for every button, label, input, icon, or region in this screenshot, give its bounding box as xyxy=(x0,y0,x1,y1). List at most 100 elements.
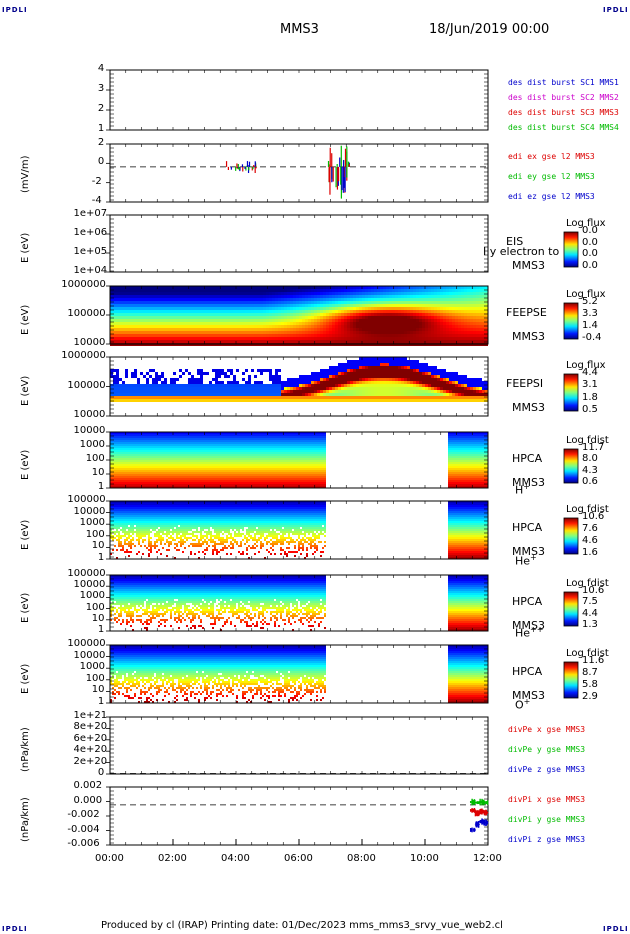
hpca-hepp-cbar-tick: 10.6 xyxy=(582,585,605,596)
hpca-hepp-species-name: He xyxy=(515,626,531,640)
divpe-ytick: 6e+20 xyxy=(73,732,108,744)
feepse-cbar-tick: 1.4 xyxy=(582,320,598,331)
feepsi-instrument: FEEPSI xyxy=(506,377,544,390)
hpca-hepp-species: He++ xyxy=(515,625,543,640)
hpca-h-species-name: H xyxy=(515,483,524,497)
eis-cbar-tick: 0.0 xyxy=(582,225,598,236)
divpe-ytick: 8e+20 xyxy=(73,721,108,733)
feepse-cbar-tick: 5.2 xyxy=(582,296,598,307)
hpca-he-ytick: 100 xyxy=(85,528,105,540)
feepse-colorbar xyxy=(563,302,579,340)
divpi-ytick: 0.000 xyxy=(73,794,103,806)
edi-ylabel: (mV/m) xyxy=(20,155,31,193)
eis-ytick: 1e+04 xyxy=(73,265,108,276)
hpca-h-cbar-title: Log fdist xyxy=(566,435,609,446)
eis-instrument: EIS xyxy=(506,235,524,248)
des-dist-frame xyxy=(109,69,489,131)
feepsi-spacecraft: MMS3 xyxy=(512,401,545,414)
corner-mark-tr: IPDLI xyxy=(603,6,629,14)
hpca-h-colorbar xyxy=(563,448,579,484)
hpca-o-ytick: 100 xyxy=(85,672,105,684)
eis-ytick: 1e+06 xyxy=(73,227,108,238)
feepsi-ylabel: E (eV) xyxy=(20,375,31,406)
feepsi-ytick: 100000 xyxy=(67,379,106,391)
x-tick: 12:00 xyxy=(473,853,502,864)
hpca-o-cbar-tick: 8.7 xyxy=(582,667,598,678)
feepse-ytick: 1000000 xyxy=(61,279,106,290)
edi-legend-2: edi ez gse l2 MMS3 xyxy=(508,192,595,201)
divpe-ytick: 0 xyxy=(97,767,105,778)
hpca-h-species: H+ xyxy=(515,482,530,497)
hpca-he-instrument: HPCA xyxy=(512,521,543,534)
hpca-h-ytick: 10 xyxy=(91,467,105,478)
hpca-he-ytick: 1000 xyxy=(79,517,106,529)
hpca-hepp-cbar-tick: 4.4 xyxy=(582,607,598,619)
eis-cbar-title: Log flux xyxy=(566,218,606,229)
x-tick: 04:00 xyxy=(221,853,250,864)
hpca-h-ytick: 10000 xyxy=(73,425,106,436)
hpca-o-ytick: 1 xyxy=(97,696,105,707)
x-tick: 00:00 xyxy=(95,853,124,864)
feepsi-cbar-tick: 4.4 xyxy=(582,367,598,378)
des-dist-ytick: 4 xyxy=(97,63,105,74)
eis-colorbar xyxy=(563,231,579,268)
hpca-h-ylabel: E (eV) xyxy=(20,449,31,480)
hpca-hepp-ytick: 100 xyxy=(85,601,105,613)
feepsi-cbar-title: Log flux xyxy=(566,360,606,371)
des-dist-ytick: 3 xyxy=(97,83,105,94)
hpca-hepp-ylabel: E (eV) xyxy=(20,592,31,623)
eis-ytick: 1e+07 xyxy=(73,208,108,219)
x-tick: 10:00 xyxy=(410,853,439,864)
footer-credit: Produced by cl (IRAP) Printing date: 01/… xyxy=(101,920,503,931)
hpca-hepp-colorbar xyxy=(563,591,579,627)
hpca-o-ytick: 10000 xyxy=(73,649,106,661)
hpca-he-cbar-tick: 1.6 xyxy=(582,547,598,558)
edi-legend-1: edi ey gse l2 MMS3 xyxy=(508,172,595,181)
hpca-h-ytick: 1000 xyxy=(79,439,106,450)
edi-ytick: 2 xyxy=(97,137,105,148)
feepse-ylabel: E (eV) xyxy=(20,304,31,335)
hpca-o-cbar-title: Log fdist xyxy=(566,648,609,659)
hpca-o-cbar-tick: 11.6 xyxy=(582,655,605,666)
hpca-hepp-ytick: 100000 xyxy=(67,568,106,579)
hpca-he-cbar-tick: 7.6 xyxy=(582,523,598,534)
des-dist-ytick: 2 xyxy=(97,103,105,114)
edi-ytick: 0 xyxy=(97,156,105,168)
feepse-ytick: 10000 xyxy=(73,337,106,348)
hpca-hepp-ytick: 1000 xyxy=(79,590,106,602)
feepse-ytick: 100000 xyxy=(67,308,106,319)
hpca-he-spacecraft: MMS3 xyxy=(512,545,545,558)
x-tick: 02:00 xyxy=(158,853,187,864)
divpi-ytick: -0.006 xyxy=(67,838,100,849)
feepsi-colorbar xyxy=(563,373,579,412)
hpca-h-instrument: HPCA xyxy=(512,452,543,465)
hpca-o-ytick: 1000 xyxy=(79,661,106,673)
hpca-o-cbar-tick: 5.8 xyxy=(582,679,598,690)
hpca-o-spacecraft: MMS3 xyxy=(512,689,545,702)
hpca-h-ytick: 1 xyxy=(97,481,105,492)
feepsi-cbar-tick: 0.5 xyxy=(582,404,598,415)
divpe-ylabel: (nPa/km) xyxy=(20,726,31,772)
hpca-he-species-name: He xyxy=(515,554,531,568)
divpi-frame xyxy=(109,786,489,846)
x-tick: 06:00 xyxy=(284,853,313,864)
divpe-legend-0: divPe x gse MMS3 xyxy=(508,725,586,734)
eis-cbar-tick: 0.0 xyxy=(582,260,598,271)
divpe-ytick: 4e+20 xyxy=(73,744,108,756)
spacecraft-title: MMS3 xyxy=(280,22,319,37)
divpi-ytick: -0.002 xyxy=(67,809,100,820)
edi-ytick: -2 xyxy=(91,175,102,187)
divpe-ytick: 2e+20 xyxy=(73,755,108,767)
hpca-he-ylabel: E (eV) xyxy=(20,519,31,550)
hpca-hepp-species-charge: ++ xyxy=(530,625,544,634)
hpca-h-cbar-tick: 4.3 xyxy=(582,464,598,476)
hpca-he-cbar-tick: 4.6 xyxy=(582,535,598,546)
hpca-hepp-cbar-title: Log fdist xyxy=(566,578,609,589)
feepse-cbar-title: Log flux xyxy=(566,289,606,300)
hpca-hepp-ytick: 10 xyxy=(91,612,105,624)
hpca-hepp-instrument: HPCA xyxy=(512,595,543,608)
divpi-ylabel: (nPa/km) xyxy=(20,797,31,842)
divpi-ytick: -0.004 xyxy=(67,823,100,835)
hpca-h-ytick: 100 xyxy=(85,453,105,464)
hpca-h-cbar-tick: 0.6 xyxy=(582,476,598,487)
